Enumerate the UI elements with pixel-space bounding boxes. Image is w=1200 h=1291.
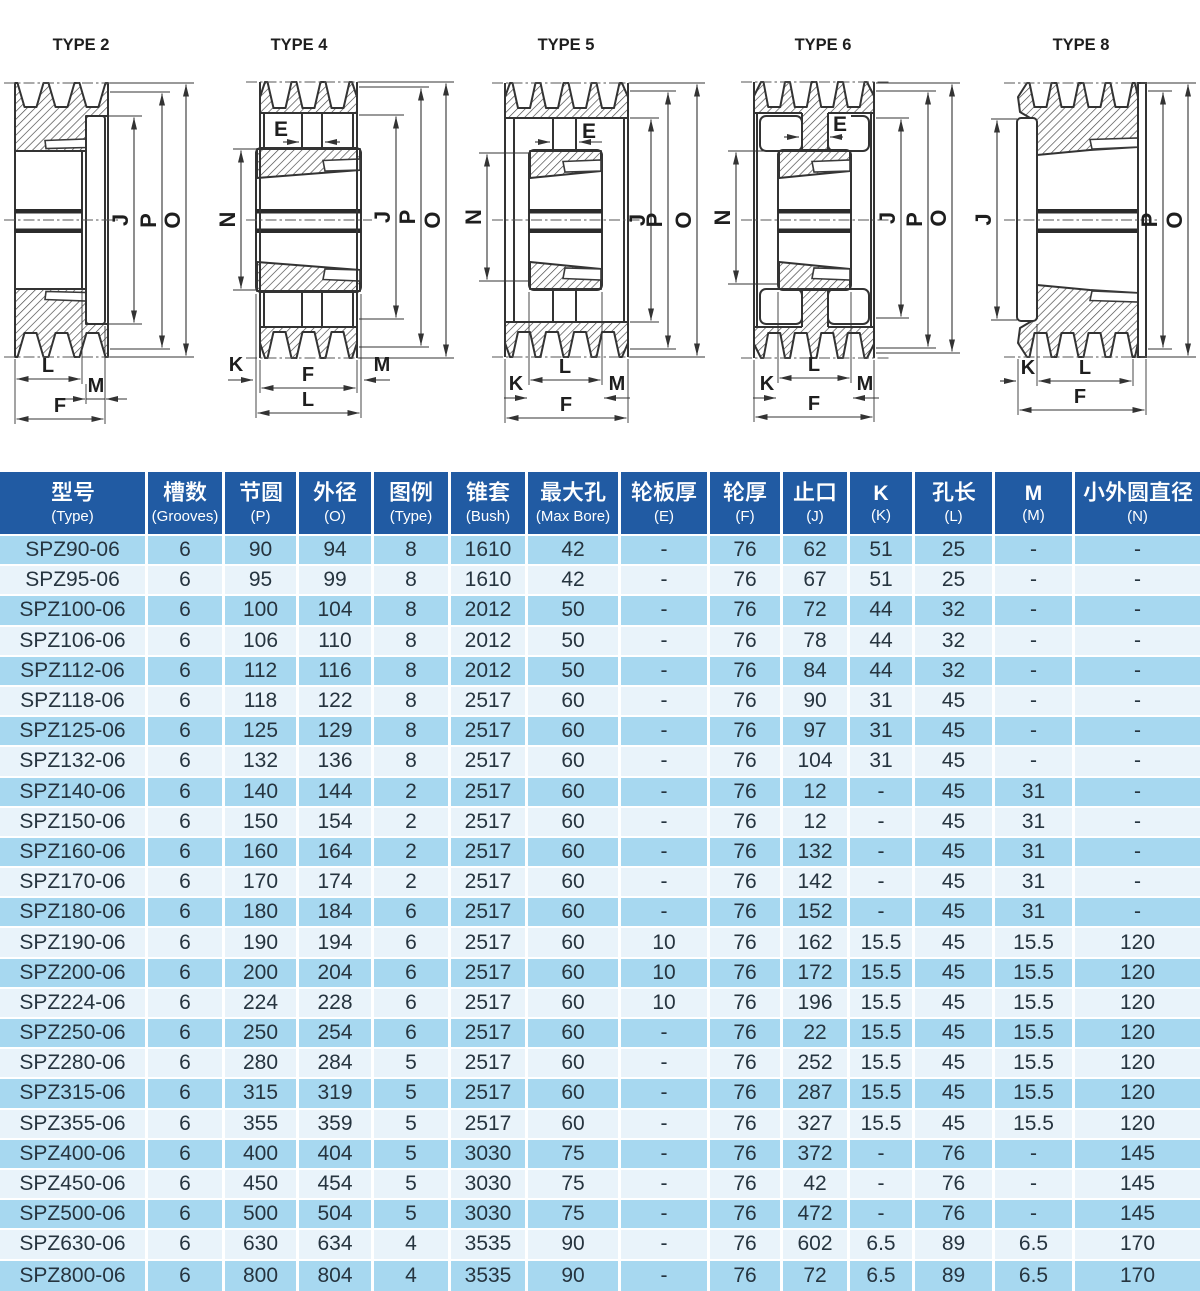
svg-text:M: M — [88, 375, 105, 397]
svg-text:M: M — [609, 373, 626, 395]
svg-text:TYPE 4: TYPE 4 — [271, 36, 329, 54]
svg-text:K: K — [229, 354, 244, 376]
svg-text:O: O — [1162, 211, 1187, 228]
svg-text:TYPE 5: TYPE 5 — [538, 36, 595, 54]
svg-text:P: P — [1137, 213, 1162, 228]
svg-text:F: F — [560, 394, 572, 416]
svg-text:K: K — [509, 373, 524, 395]
svg-text:TYPE 6: TYPE 6 — [795, 36, 852, 54]
svg-text:E: E — [833, 113, 847, 136]
svg-text:M: M — [374, 354, 391, 376]
svg-text:J: J — [625, 214, 650, 226]
svg-text:F: F — [1074, 386, 1086, 408]
svg-text:O: O — [420, 211, 445, 228]
svg-text:P: P — [902, 212, 927, 227]
svg-text:K: K — [760, 373, 775, 395]
svg-text:O: O — [671, 211, 696, 228]
svg-text:N: N — [461, 209, 486, 225]
svg-text:O: O — [926, 209, 951, 226]
svg-text:J: J — [370, 211, 395, 223]
svg-text:TYPE 8: TYPE 8 — [1053, 36, 1110, 54]
svg-text:L: L — [559, 356, 571, 378]
svg-text:J: J — [971, 213, 996, 225]
svg-text:TYPE 2: TYPE 2 — [53, 36, 110, 54]
svg-text:J: J — [875, 212, 900, 224]
svg-text:F: F — [54, 395, 66, 417]
svg-text:F: F — [302, 364, 314, 386]
svg-text:L: L — [42, 355, 54, 377]
svg-text:P: P — [642, 213, 667, 228]
svg-text:P: P — [395, 210, 420, 225]
svg-text:E: E — [582, 120, 596, 143]
svg-text:L: L — [1079, 357, 1091, 379]
svg-text:E: E — [274, 118, 288, 141]
svg-text:K: K — [1021, 357, 1036, 379]
svg-text:M: M — [857, 373, 874, 395]
svg-text:N: N — [710, 210, 735, 226]
svg-text:P: P — [136, 213, 161, 228]
svg-text:L: L — [808, 354, 820, 376]
svg-text:J: J — [108, 214, 133, 226]
svg-text:O: O — [160, 211, 185, 228]
svg-text:F: F — [808, 393, 820, 415]
svg-text:L: L — [302, 389, 314, 411]
svg-text:N: N — [215, 212, 240, 228]
